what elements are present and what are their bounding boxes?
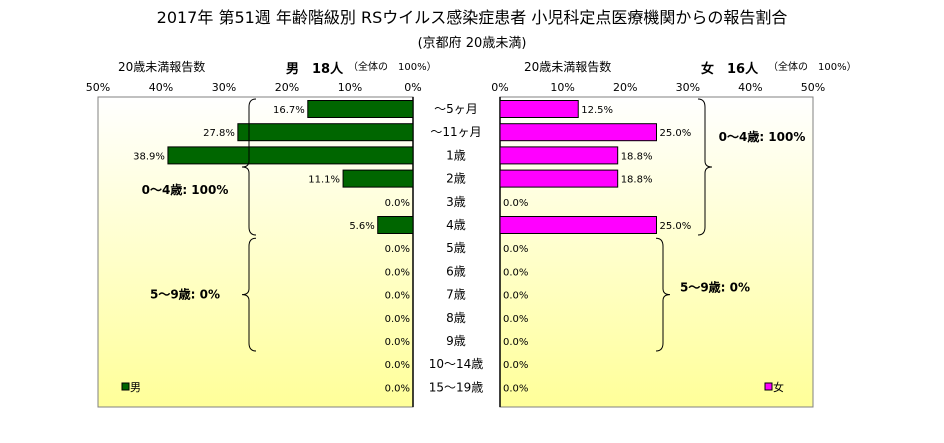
male-value-label: 0.0%: [385, 337, 410, 348]
female-value-label: 25.0%: [660, 221, 692, 232]
male-bar: [342, 169, 414, 188]
chart-subtitle: (京都府 20歳未満): [417, 36, 527, 51]
female-value-label: 0.0%: [503, 291, 528, 302]
female-bar: [499, 123, 657, 142]
female-value-label: 0.0%: [503, 267, 528, 278]
category-label: 4歳: [446, 218, 466, 232]
male-annotation-0-4: 0～4歳: 100%: [142, 182, 229, 197]
female-value-label: 25.0%: [660, 128, 692, 139]
female-x-tick: 40%: [738, 81, 763, 94]
male-x-tick: 40%: [148, 81, 174, 94]
male-value-label: 0.0%: [385, 267, 410, 278]
male-annotation-5-9: 5～9歳: 0%: [150, 287, 220, 302]
male-plot-area: [97, 96, 414, 408]
male-bar: [307, 100, 414, 118]
category-label: 15～19歳: [429, 380, 484, 394]
category-label: ～5ヶ月: [434, 102, 478, 116]
male-value-label: 0.0%: [385, 291, 410, 302]
category-label: 6歳: [446, 264, 466, 278]
category-label: 10～14歳: [429, 357, 484, 371]
male-legend-swatch: [121, 382, 130, 391]
female-value-label: 0.0%: [503, 360, 528, 371]
female-bracket-5-9: [655, 237, 671, 352]
category-label: 2歳: [446, 172, 466, 186]
male-value-label: 27.8%: [203, 128, 235, 139]
male-value-label: 11.1%: [308, 175, 340, 186]
male-x-tick: 0%: [404, 81, 422, 94]
male-bar: [377, 216, 414, 234]
male-report-label: 20歳未満報告数: [118, 60, 206, 74]
female-bracket-0-4: [697, 98, 713, 236]
female-value-label: 0.0%: [503, 314, 528, 325]
female-value-label: 0.0%: [503, 383, 528, 394]
male-value-label: 0.0%: [385, 198, 410, 209]
male-value-label: 0.0%: [385, 360, 410, 371]
male-legend-label: 男: [130, 381, 141, 394]
male-x-tick: 50%: [85, 81, 111, 94]
male-value-label: 0.0%: [385, 244, 410, 255]
male-total-note: （全体の 100%）: [348, 58, 437, 73]
female-x-tick: 0%: [491, 81, 509, 94]
female-bar: [499, 146, 619, 165]
female-value-label: 12.5%: [581, 105, 613, 116]
category-label: ～11ヶ月: [430, 125, 481, 139]
female-count-label: 女 16人: [701, 58, 758, 77]
female-value-label: 18.8%: [621, 151, 653, 162]
male-count: 男 18人: [286, 62, 344, 77]
male-value-label: 0.0%: [385, 383, 410, 394]
female-report-label: 20歳未満報告数: [524, 60, 612, 74]
male-value-label: 16.7%: [273, 105, 305, 116]
category-label: 5歳: [446, 241, 466, 255]
male-bracket-0-4: [241, 98, 257, 236]
female-total-note-text: （全体の 100%）: [768, 62, 857, 73]
female-value-label: 0.0%: [503, 337, 528, 348]
male-bar: [237, 123, 414, 142]
female-legend-swatch: [764, 382, 773, 391]
category-label: 1歳: [446, 148, 466, 162]
male-value-label: 0.0%: [385, 314, 410, 325]
female-x-tick: 50%: [800, 81, 826, 94]
male-value-label: 38.9%: [133, 151, 165, 162]
category-label: 3歳: [446, 195, 466, 209]
female-annotation-0-4: 0～4歳: 100%: [719, 129, 806, 144]
female-bar: [499, 100, 579, 118]
female-value-label: 0.0%: [503, 198, 528, 209]
female-count: 女 16人: [701, 62, 759, 77]
female-bar: [499, 169, 619, 188]
male-total-note-text: （全体の 100%）: [348, 62, 437, 73]
male-value-label: 5.6%: [349, 221, 374, 232]
category-label: 9歳: [446, 334, 466, 348]
male-x-tick: 10%: [337, 81, 363, 94]
male-bracket-5-9: [241, 237, 257, 352]
female-bar: [499, 216, 657, 234]
chart-title: 2017年 第51週 年齢階級別 RSウイルス感染症患者 小児科定点医療機関から…: [156, 8, 788, 27]
female-x-tick: 10%: [550, 81, 575, 94]
female-value-label: 0.0%: [503, 244, 528, 255]
female-x-tick: 30%: [675, 81, 701, 94]
female-value-label: 18.8%: [621, 175, 653, 186]
female-annotation-5-9: 5～9歳: 0%: [680, 280, 750, 295]
female-legend-label: 女: [773, 380, 784, 394]
female-x-tick: 20%: [612, 81, 638, 94]
male-count-label: 男 18人: [286, 58, 343, 77]
male-x-tick: 30%: [211, 81, 237, 94]
male-bar: [167, 146, 414, 165]
male-x-tick: 20%: [274, 81, 300, 94]
female-total-note: （全体の 100%）: [768, 58, 857, 73]
category-label: 7歳: [446, 288, 466, 302]
category-label: 8歳: [446, 311, 466, 325]
